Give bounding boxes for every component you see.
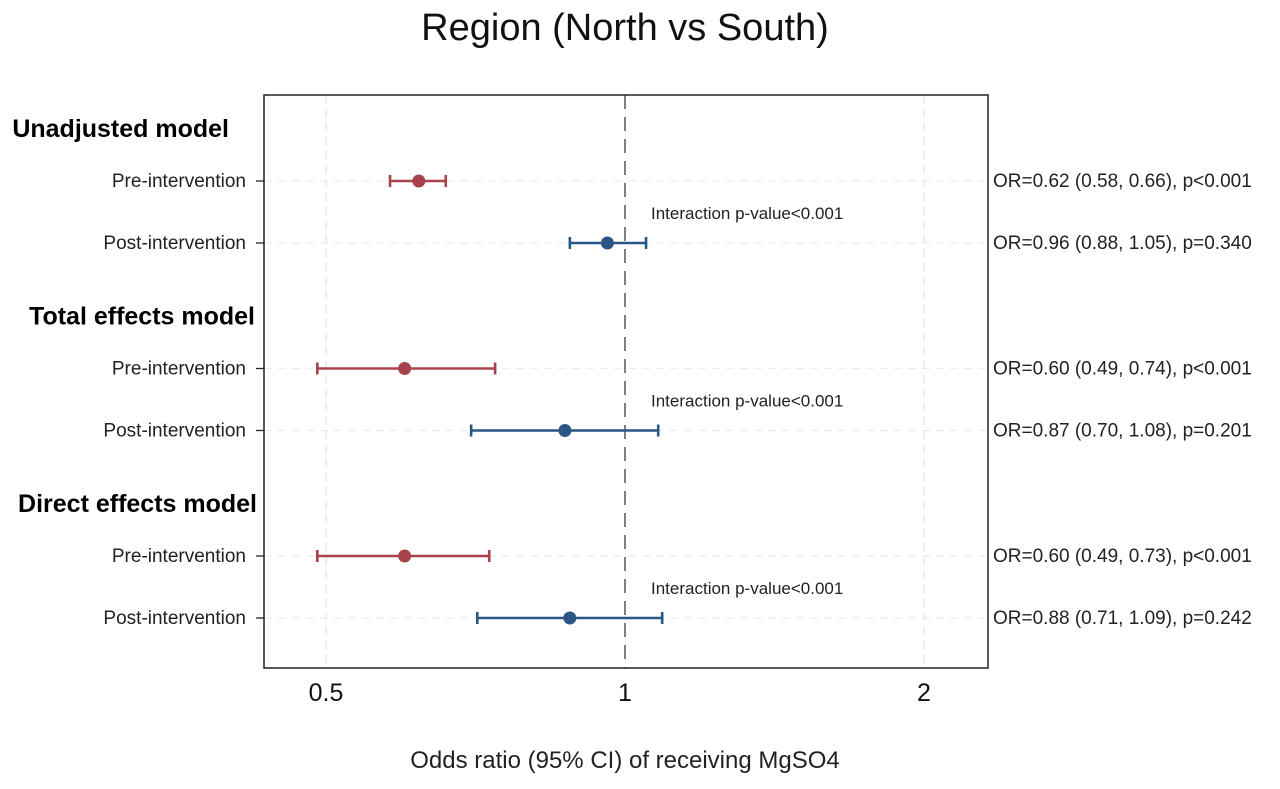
- point-estimate: [558, 424, 572, 437]
- interaction-annotation: Interaction p-value<0.001: [651, 204, 843, 223]
- chart-title: Region (North vs South): [421, 7, 829, 49]
- x-axis-ticks: 0.5 1 2: [309, 679, 931, 707]
- x-axis-label: Odds ratio (95% CI) of receiving MgSO4: [410, 747, 840, 774]
- point-estimate: [398, 549, 412, 563]
- x-tick-label: 2: [917, 679, 931, 707]
- plot-frame: [263, 94, 989, 669]
- point-estimate: [600, 236, 614, 250]
- interaction-annotation: Interaction p-value<0.001: [651, 579, 843, 598]
- or-text: OR=0.96 (0.88, 1.05), p=0.340: [993, 233, 1252, 254]
- or-text: OR=0.62 (0.58, 0.66), p<0.001: [993, 171, 1252, 192]
- interaction-annotation: Interaction p-value<0.001: [651, 392, 843, 411]
- row-label: Pre-intervention: [112, 359, 246, 380]
- plot-content: Unadjusted model Interaction p-value<0.00…: [12, 115, 1251, 629]
- point-estimate: [398, 362, 412, 375]
- or-text: OR=0.87 (0.70, 1.08), p=0.201: [993, 421, 1252, 442]
- section-title: Direct effects model: [18, 490, 257, 518]
- point-estimate: [412, 174, 426, 188]
- row-label: Post-intervention: [103, 233, 246, 254]
- point-estimate: [563, 611, 577, 625]
- row-label: Pre-intervention: [112, 546, 246, 567]
- row-label: Post-intervention: [103, 608, 246, 629]
- row-label: Pre-intervention: [112, 171, 246, 192]
- or-text: OR=0.60 (0.49, 0.73), p<0.001: [993, 546, 1252, 567]
- section-title: Unadjusted model: [12, 115, 229, 143]
- section-title: Total effects model: [29, 303, 255, 331]
- x-tick-label: 1: [618, 679, 632, 707]
- or-text: OR=0.88 (0.71, 1.09), p=0.242: [993, 608, 1252, 629]
- x-tick-label: 0.5: [309, 679, 344, 707]
- row-label: Post-intervention: [103, 421, 246, 442]
- grid-lines: [264, 95, 988, 668]
- or-text: OR=0.60 (0.49, 0.74), p<0.001: [993, 359, 1252, 380]
